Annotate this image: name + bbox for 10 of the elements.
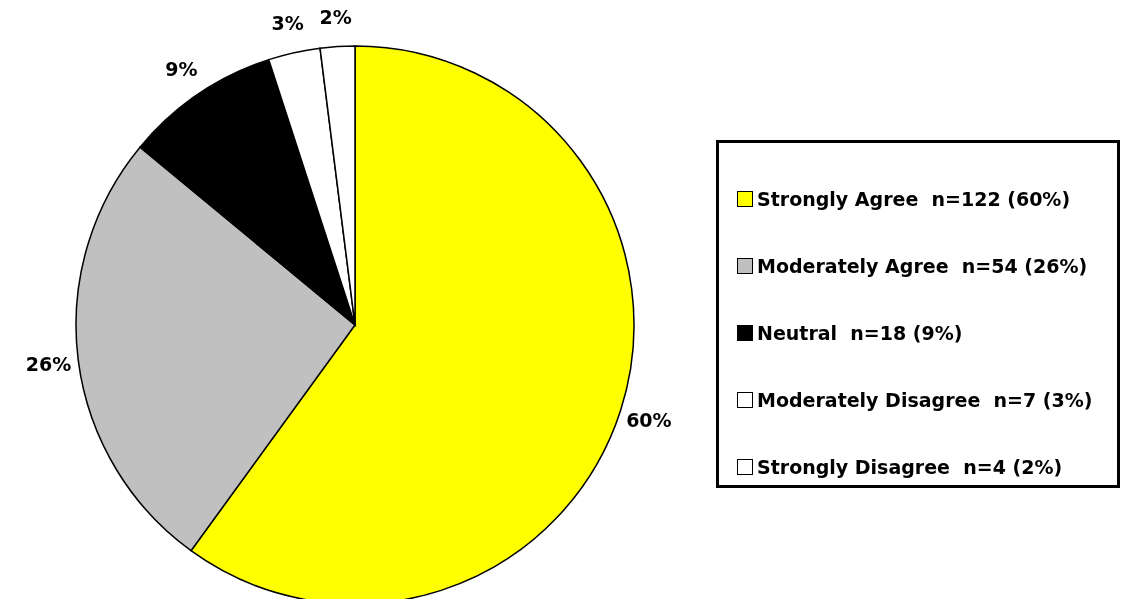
data-label: 3% — [271, 12, 304, 35]
data-label: 2% — [319, 5, 352, 28]
legend-label: Neutral n=18 (9%) — [757, 321, 963, 344]
legend-label: Strongly Agree n=122 (60%) — [757, 187, 1071, 210]
data-label: 9% — [165, 58, 198, 81]
data-label: 26% — [25, 352, 72, 375]
legend-label: Moderately Disagree n=7 (3%) — [757, 388, 1093, 411]
legend-label: Moderately Agree n=54 (26%) — [757, 254, 1088, 277]
data-label: 60% — [626, 409, 672, 432]
legend-label: Strongly Disagree n=4 (2%) — [757, 455, 1063, 478]
